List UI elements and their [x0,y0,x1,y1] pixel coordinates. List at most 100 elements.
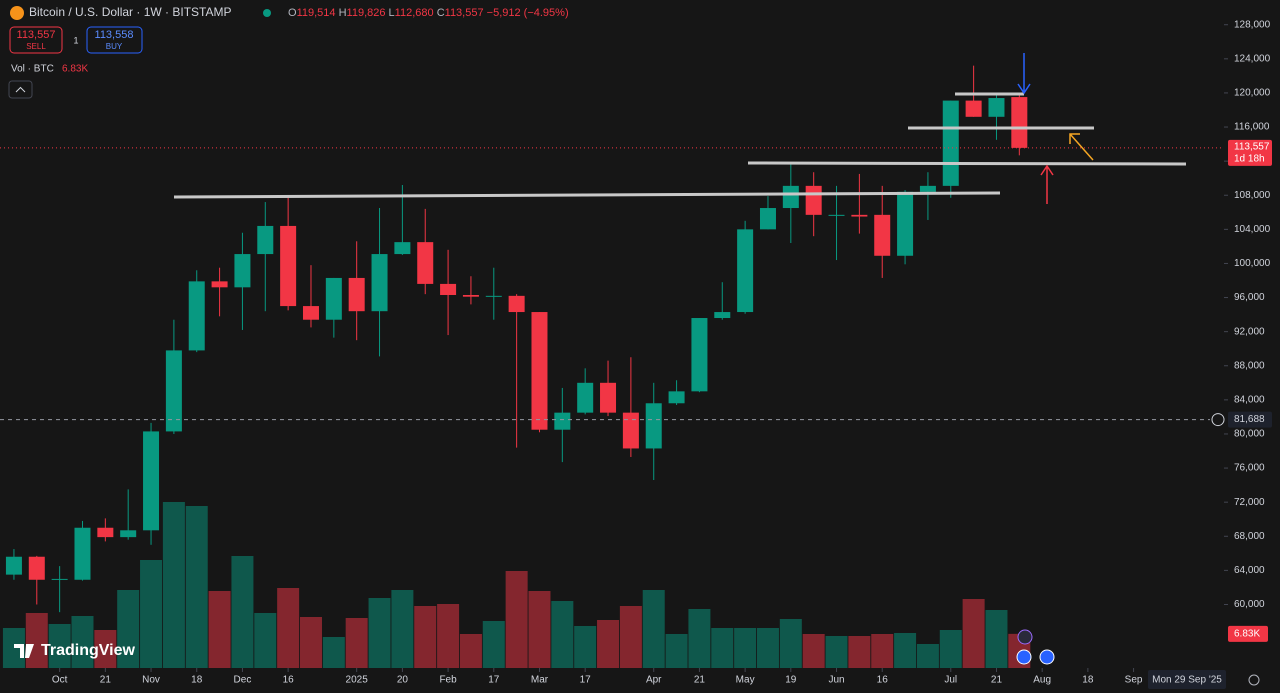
ohlc-change: −5,912 (−4.95%) [487,7,569,19]
sell-price: 113,557 [17,29,56,41]
buy-price: 113,558 [95,29,134,41]
x-tick-label: 21 [100,675,112,686]
buy-button[interactable] [86,26,143,54]
level-line [747,161,1187,166]
y-tick-label: 120,000 [1234,88,1271,99]
y-tick-label: 116,000 [1234,122,1270,133]
buy-label: BUY [106,42,123,51]
volume-bar [894,633,917,668]
volume-bar [2,628,25,668]
volume-label-box [1228,625,1268,642]
collapse-button[interactable] [8,80,33,99]
x-tick-label: 19 [785,675,797,686]
candle-body [325,277,342,320]
ohlc-key: C [437,7,445,19]
candle-body [897,191,914,256]
candle-body [531,312,548,430]
candle-body [554,412,571,430]
candle-body [988,98,1005,117]
crosshair-box [1228,411,1272,428]
volume-bar [619,606,642,668]
ohlc-value: 113,557 [445,7,484,19]
x-tick-label: Oct [52,675,68,686]
candle-body [759,208,776,230]
volume-bar [688,609,711,668]
volume-bar [528,591,551,668]
candle-body [737,229,754,313]
event-icon[interactable] [1017,629,1033,645]
volume-bar [574,626,597,668]
candle-body [51,578,68,580]
ohlc-key: L [389,7,395,19]
volume-bar [756,628,779,668]
sell-button[interactable] [9,26,63,54]
volume-bar [345,618,368,668]
volume-bar [231,556,254,668]
candle-body [143,431,160,531]
x-tick-label: Dec [234,675,252,686]
candle-body [211,281,228,288]
volume-bar [459,634,482,668]
candle-body [394,242,411,255]
candle-body [462,294,479,297]
x-tick-label: 17 [580,675,592,686]
x-tick-label: Jul [944,675,957,686]
volume-bar [254,613,277,668]
y-tick-label: 108,000 [1234,190,1271,201]
y-tick-label: 64,000 [1234,565,1265,576]
flag-icon[interactable] [1016,649,1032,665]
volume-bar [208,591,231,668]
candle-body [371,254,388,312]
candle-body [485,295,502,297]
volume-bar [779,619,802,668]
y-tick-label: 124,000 [1234,53,1271,64]
volume-bar [916,644,939,668]
y-tick-label: 72,000 [1234,497,1265,508]
symbol-title[interactable]: Bitcoin / U.S. Dollar · 1W · BITSTAMP [29,5,231,19]
candle-body [600,382,617,413]
candle-body [97,527,114,538]
candle-body [280,225,297,307]
volume-bar [802,634,825,668]
candle-body [782,185,799,209]
candle-body [508,295,525,313]
volume-bar [48,624,71,668]
candle-body [919,185,936,192]
y-tick-label: 80,000 [1234,429,1265,440]
x-tick-label: Nov [142,675,160,686]
symbol-icon [10,6,24,20]
candle-body [965,100,982,117]
candle-body [1011,97,1028,148]
status-dot [263,9,271,17]
volume-bar [825,636,848,668]
x-tick-label: 16 [283,675,295,686]
volume-bar [117,590,140,668]
y-tick-label: 88,000 [1234,360,1265,371]
ohlc-legend: O119,514 H119,826 L112,680 C113,557 −5,9… [288,7,569,19]
arrow [1069,133,1094,161]
volume-bar [140,560,163,668]
logo-text: TradingView [41,642,136,659]
volume-bar [551,601,574,668]
countdown-label: 1d 18h [1234,154,1265,165]
x-tick-label: 16 [877,675,889,686]
ohlc-value: 112,680 [395,7,434,19]
candle-body [5,556,22,575]
volume-bar [322,637,345,668]
arrow [1017,53,1031,95]
settings-icon[interactable] [1248,674,1260,686]
y-tick-label: 100,000 [1234,258,1271,269]
x-tick-label: 21 [991,675,1003,686]
y-tick-label: 104,000 [1234,224,1271,235]
candle-body [302,306,319,320]
volume-bar [939,630,962,668]
drawings [173,92,1187,199]
candle-body [257,225,274,255]
volume-bar [642,590,665,668]
x-tick-label: Mar [531,675,549,686]
volume-bar [299,617,322,668]
candle-body [714,312,731,319]
y-tick-label: 68,000 [1234,531,1265,542]
candle-body [942,100,959,186]
flag-icon[interactable] [1039,649,1055,665]
